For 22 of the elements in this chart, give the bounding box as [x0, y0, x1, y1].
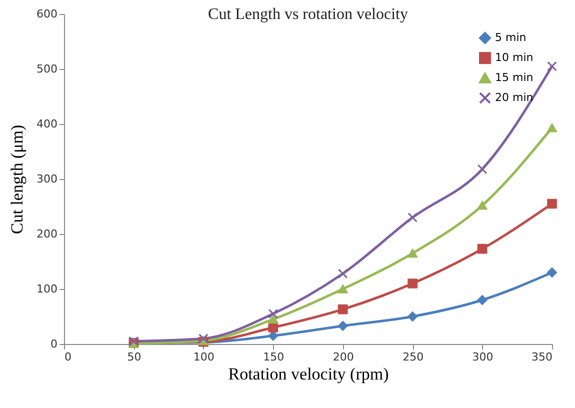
legend-label: 20 min: [495, 91, 534, 104]
x-tick-label: 250: [402, 350, 424, 364]
y-axis-title: Cut length (μm): [8, 124, 27, 234]
y-tick-label: 200: [36, 228, 58, 240]
x-tick-label: 200: [332, 350, 354, 364]
y-tick-label: 400: [36, 118, 58, 130]
y-tick-label: 100: [36, 282, 58, 296]
x-axis-title: Rotation velocity (rpm): [228, 364, 389, 384]
x-tick-label: 300: [472, 350, 494, 364]
x-tick-label: 50: [127, 350, 142, 364]
y-tick-label: 0: [50, 338, 58, 350]
legend-label: 10 min: [495, 51, 534, 64]
y-tick-label: 300: [36, 172, 58, 186]
x-tick-label: 0: [64, 350, 72, 364]
legend-label: 5 min: [495, 31, 526, 44]
chart-title: Cut Length vs rotation velocity: [208, 6, 408, 23]
y-tick-label: 600: [36, 8, 58, 20]
x-tick-label: 150: [263, 350, 284, 364]
y-tick-label: 500: [36, 62, 58, 76]
legend-label: 15 min: [495, 71, 534, 84]
x-tick-label: 100: [193, 350, 214, 364]
x-tick-label: 350: [532, 350, 552, 364]
